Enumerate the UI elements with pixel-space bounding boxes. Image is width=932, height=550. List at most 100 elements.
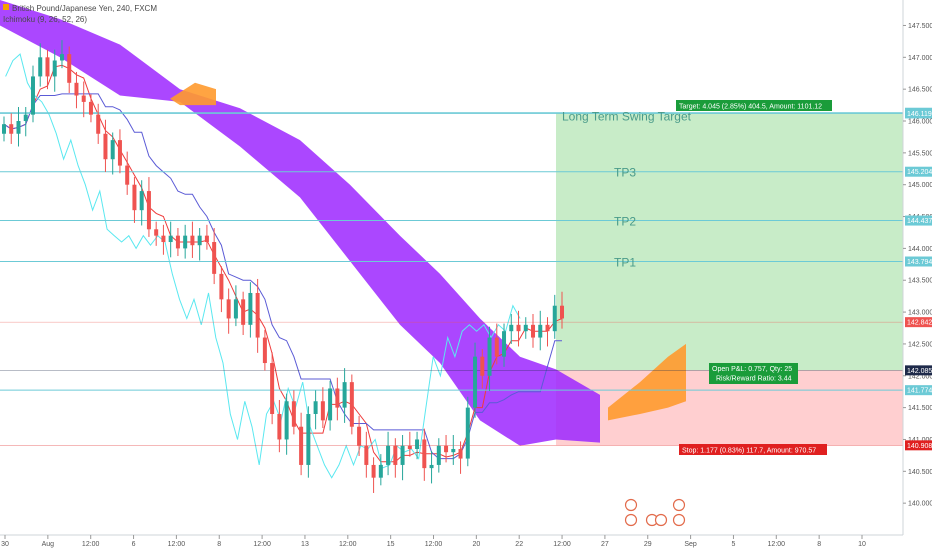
candle-body — [400, 445, 405, 465]
chikou-line — [5, 53, 521, 479]
price-tick-label: 140.000 — [908, 501, 932, 508]
time-tick-label: 20 — [472, 541, 480, 548]
price-tick-label: 145.000 — [908, 182, 932, 189]
price-tick-label: 141.500 — [908, 405, 932, 412]
candle-body — [306, 413, 311, 465]
candle-body — [190, 235, 195, 246]
entry-tag-text: 142.085 — [907, 368, 932, 375]
level-tag-bg — [905, 166, 932, 177]
stop-annotation-bg — [679, 444, 827, 455]
candle-body — [38, 57, 43, 77]
candle-body — [335, 388, 340, 408]
level-label: TP2 — [614, 215, 636, 229]
candle-body — [502, 331, 507, 357]
candle-body — [117, 140, 122, 166]
candle-body — [168, 235, 173, 243]
candle-body — [328, 388, 333, 421]
candle-body — [59, 54, 64, 61]
candle-body — [248, 292, 253, 325]
candle-body — [16, 121, 21, 134]
candle-body — [531, 324, 536, 338]
level-tag-text: 144.437 — [907, 218, 932, 225]
candle-body — [110, 140, 115, 160]
price-tick-label: 144.000 — [908, 246, 932, 253]
time-tick-label: 8 — [817, 541, 821, 548]
level-tag-text: 141.774 — [907, 388, 932, 395]
horizontal-levels — [0, 112, 903, 446]
current-price-tag-bg — [905, 317, 932, 328]
candle-body — [458, 449, 463, 459]
candle-body — [226, 299, 231, 319]
time-tick-label: 12:00 — [425, 541, 443, 548]
candle-body — [30, 76, 35, 115]
event-marker-icon — [624, 513, 638, 527]
candle-body — [465, 407, 470, 459]
level-label: Long Term Swing Target — [562, 110, 692, 124]
candle-body — [545, 324, 550, 332]
candle-body — [270, 363, 275, 414]
candle-body — [342, 382, 347, 408]
time-tick-label: 12:00 — [553, 541, 571, 548]
stop-tag-text: 140.908 — [907, 443, 932, 450]
stop-tag-bg — [905, 440, 932, 451]
candle-body — [357, 426, 362, 446]
level-tag-bg — [905, 215, 932, 226]
level-tag-bg — [905, 256, 932, 267]
target-annotation-bg — [676, 100, 832, 111]
candle-body — [487, 337, 492, 376]
price-tick-label: 140.500 — [908, 469, 932, 476]
candle-body — [371, 464, 376, 478]
target-annotation: Target: 4.045 (2.85%) 404.5, Amount: 110… — [676, 100, 832, 111]
level-tag-bg — [905, 385, 932, 396]
candles — [2, 40, 564, 493]
candle-body — [320, 401, 325, 421]
risk-reward-text: Risk/Reward Ratio: 3.44 — [716, 376, 792, 383]
candle-body — [233, 299, 238, 319]
symbol-title: British Pound/Japanese Yen, 240, FXCM — [12, 4, 157, 13]
candle-body — [262, 337, 267, 364]
level-label: TP1 — [614, 256, 636, 270]
time-tick-label: 12:00 — [168, 541, 186, 548]
level-labels: Long Term Swing Target TP3 TP2 TP1 — [562, 110, 692, 270]
level-label: TP3 — [614, 166, 636, 180]
level-tag-bg — [905, 108, 932, 119]
level-tag-text: 146.119 — [907, 111, 932, 118]
time-tick-label: 15 — [387, 541, 395, 548]
stop-annotation: Stop: 1.177 (0.83%) 117.7, Amount: 970.5… — [679, 444, 827, 455]
candle-body — [139, 191, 144, 211]
indicator-title[interactable]: Ichimoku (9, 26, 52, 26) — [3, 15, 87, 24]
candle-body — [45, 57, 50, 77]
time-tick-label: 12:00 — [253, 541, 271, 548]
time-tick-label: 5 — [731, 541, 735, 548]
symbol-flag-icon — [3, 4, 9, 10]
time-tick-label: 27 — [601, 541, 609, 548]
candle-body — [219, 273, 224, 300]
time-axis[interactable]: 30 Aug 12:00 6 12:00 8 12:00 13 12:00 15 12:00 20 22… — [1, 535, 866, 548]
candle-body — [415, 439, 420, 450]
candle-body — [552, 305, 557, 332]
candle-body — [183, 235, 188, 249]
candle-body — [516, 324, 521, 332]
price-tick-label: 146.500 — [908, 87, 932, 94]
time-tick-label: 12:00 — [768, 541, 786, 548]
candle-body — [81, 95, 86, 102]
candle-body — [509, 324, 514, 332]
event-markers — [624, 498, 686, 527]
candle-body — [560, 305, 564, 319]
event-marker-icon — [624, 498, 638, 512]
candle-body — [103, 133, 108, 160]
candle-body — [132, 184, 137, 211]
cloud-bull-blip — [170, 82, 216, 106]
time-tick-label: 29 — [644, 541, 652, 548]
open-pnl-text: Open P&L: 0.757, Qty: 25 — [712, 366, 792, 373]
candle-body — [473, 356, 478, 408]
time-tick-label: 8 — [217, 541, 221, 548]
candle-body — [146, 191, 151, 230]
candle-body — [23, 114, 28, 122]
candle-body — [429, 464, 434, 469]
open-pnl-annotation: Open P&L: 0.757, Qty: 25 Risk/Reward Rat… — [709, 363, 798, 384]
price-tick-label: 146.000 — [908, 119, 932, 126]
time-tick-label: 10 — [858, 541, 866, 548]
candle-body — [378, 464, 383, 478]
